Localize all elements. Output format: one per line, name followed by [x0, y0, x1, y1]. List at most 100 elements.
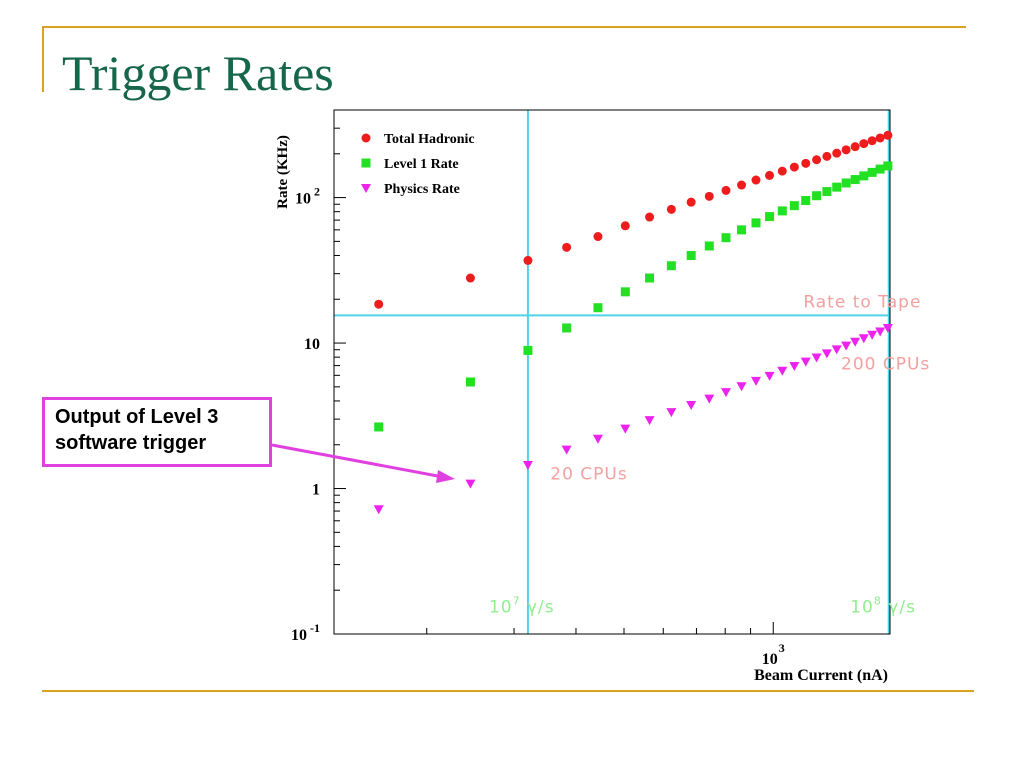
data-point-circle	[867, 136, 877, 146]
data-point-square	[883, 161, 893, 171]
data-point-circle	[801, 158, 811, 168]
x-axis-label: Beam Current (nA)	[754, 667, 888, 684]
data-point-square	[875, 164, 885, 174]
data-point-square	[686, 250, 696, 260]
legend-label: Physics Rate	[384, 182, 460, 197]
data-points	[373, 130, 893, 515]
reference-lines	[334, 110, 890, 634]
data-point-triangle-down	[686, 401, 697, 411]
callout-arrow-line	[271, 443, 444, 479]
data-point-triangle-down	[373, 505, 384, 515]
data-point-triangle-down	[882, 323, 893, 333]
data-point-triangle-down	[858, 334, 869, 344]
data-point-square	[859, 171, 869, 181]
axis-ticks: 10 -1 1 10 10 2 103	[291, 109, 785, 668]
legend-marker-triangle-down	[361, 184, 371, 193]
chart-annotation: Rate to Tape	[803, 293, 921, 313]
data-point-square	[523, 345, 533, 355]
data-point-square	[832, 182, 842, 192]
data-point-triangle-down	[875, 327, 886, 337]
data-point-circle	[737, 180, 747, 190]
data-point-triangle-down	[764, 371, 775, 381]
data-point-circle	[523, 255, 533, 265]
data-point-square	[737, 225, 747, 235]
data-point-square	[812, 191, 822, 201]
data-point-circle	[850, 142, 860, 152]
data-point-circle	[666, 204, 676, 214]
data-point-triangle-down	[811, 353, 822, 363]
data-point-circle	[875, 133, 885, 143]
data-point-circle	[593, 232, 603, 242]
callout-line-1: Output of Level 3	[55, 406, 219, 428]
y-axis-label: Rate (KHz)	[275, 135, 291, 209]
chart-axes	[333, 109, 891, 635]
data-point-circle	[777, 166, 787, 176]
legend-label: Total Hadronic	[384, 132, 475, 147]
top-rule	[42, 26, 966, 28]
data-point-triangle-down	[777, 366, 788, 376]
chart-annotation: 107 γ/s	[489, 595, 555, 618]
callout-line-2: software trigger	[55, 432, 207, 454]
legend-marker-circle	[361, 133, 371, 143]
data-point-triangle-down	[831, 345, 842, 355]
data-point-triangle-down	[736, 382, 747, 392]
chart-annotation: 20 CPUs	[550, 465, 627, 485]
data-point-square	[765, 212, 775, 222]
data-point-square	[822, 187, 832, 197]
data-point-circle	[620, 221, 630, 231]
data-point-triangle-down	[561, 445, 572, 455]
data-point-circle	[765, 170, 775, 180]
data-point-square	[593, 303, 603, 313]
data-point-triangle-down	[800, 357, 811, 367]
data-point-circle	[841, 145, 851, 155]
data-point-square	[704, 241, 714, 251]
chart-annotation: 108 γ/s	[850, 595, 916, 618]
data-point-circle	[859, 139, 869, 149]
legend-marker-square	[361, 158, 371, 168]
data-point-square	[777, 206, 787, 216]
data-point-triangle-down	[620, 424, 631, 434]
callout-box: Output of Level 3 software trigger	[42, 397, 272, 467]
data-point-triangle-down	[867, 330, 878, 340]
y-tick-label: 10 2	[295, 185, 320, 208]
data-point-circle	[812, 155, 822, 165]
data-point-circle	[751, 175, 761, 185]
chart-annotations: Rate to Tape 200 CPUs 20 CPUs 107 γ/s 108 γ/…	[489, 293, 930, 618]
data-point-circle	[465, 273, 475, 283]
data-point-square	[801, 195, 811, 205]
data-point-triangle-down	[721, 388, 732, 398]
data-point-circle	[721, 185, 731, 195]
data-point-square	[867, 167, 877, 177]
data-point-triangle-down	[789, 362, 800, 372]
data-point-triangle-down	[704, 394, 715, 404]
legend-label: Level 1 Rate	[384, 157, 459, 172]
data-point-triangle-down	[465, 479, 476, 489]
callout-arrowhead	[436, 470, 455, 483]
data-point-circle	[645, 212, 655, 222]
data-point-square	[666, 261, 676, 271]
data-point-square	[374, 422, 384, 432]
data-point-triangle-down	[592, 434, 603, 444]
data-point-square	[562, 323, 572, 333]
y-tick-label: 10 -1	[291, 621, 320, 644]
data-point-square	[645, 273, 655, 283]
data-point-square	[841, 178, 851, 188]
data-point-triangle-down	[841, 341, 852, 351]
data-point-circle	[374, 299, 384, 309]
data-point-circle	[883, 130, 893, 140]
data-point-square	[721, 233, 731, 243]
legend: Total Hadronic Level 1 Rate Physics Rate	[361, 132, 475, 197]
left-rule	[42, 26, 44, 92]
data-point-square	[789, 201, 799, 211]
chart-annotation: 200 CPUs	[841, 354, 930, 374]
y-tick-label: 1	[312, 482, 320, 499]
bottom-rule	[42, 690, 974, 692]
data-point-square	[465, 377, 475, 387]
data-point-circle	[686, 197, 696, 207]
slide-title: Trigger Rates	[62, 45, 334, 101]
y-tick-label: 10	[304, 336, 320, 353]
data-point-circle	[562, 242, 572, 252]
data-point-triangle-down	[666, 408, 677, 418]
data-point-triangle-down	[522, 461, 533, 471]
